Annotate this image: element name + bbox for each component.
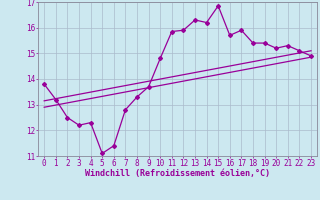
X-axis label: Windchill (Refroidissement éolien,°C): Windchill (Refroidissement éolien,°C)	[85, 169, 270, 178]
